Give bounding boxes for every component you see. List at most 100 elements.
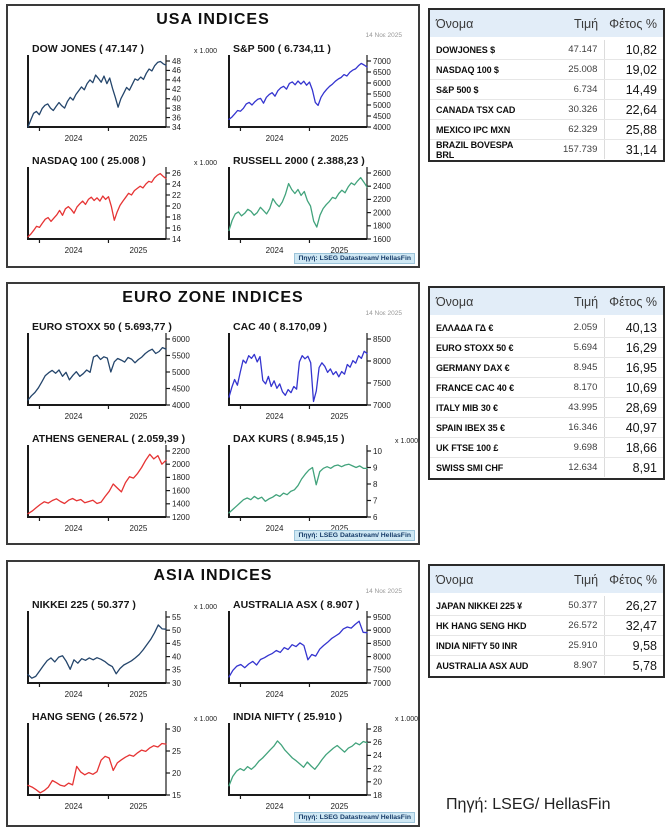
index-ytd-percent: 40,97 bbox=[604, 418, 657, 437]
table-row: NASDAQ 100 $ 25.008 19,02 bbox=[430, 60, 663, 80]
index-value: 26.572 bbox=[568, 620, 598, 631]
source-label: Πηγή: LSEG Datastream/ HellasFin bbox=[294, 812, 415, 823]
y-tick-label: 2400 bbox=[373, 182, 391, 191]
series-line-nasdaq-100 bbox=[27, 172, 167, 238]
index-value: 25.008 bbox=[568, 64, 598, 75]
y-tick-label: 18 bbox=[172, 213, 181, 222]
table-row: MEXICO IPC MXN 62.329 25,88 bbox=[430, 120, 663, 140]
column-header-name: Όνομα bbox=[436, 16, 474, 31]
chart-header: HANG SENG ( 26.572 ) x 1.000 bbox=[20, 710, 217, 723]
y-tick-label: 10 bbox=[373, 447, 382, 456]
axis-scale-label: x 1.000 bbox=[395, 438, 418, 445]
x-tick-label: 2025 bbox=[331, 690, 349, 699]
y-tick-label: 7500 bbox=[373, 379, 391, 388]
y-tick-label: 6500 bbox=[373, 68, 391, 77]
y-tick-label: 9500 bbox=[373, 613, 391, 622]
chart-cac-40: CAC 40 ( 8.170,09 ) 7000 7500 8000 8500 2024 2… bbox=[221, 320, 418, 430]
chart-canvas-athens-general: 1200 1400 1600 1800 2000 2200 2024 2025 bbox=[27, 445, 190, 533]
y-tick-label: 2600 bbox=[373, 169, 391, 178]
index-name: ITALY MIB 30 € bbox=[436, 402, 498, 413]
panel-usa-indices: USA INDICES 14 Νοε 2025 DOW JONES ( 47.1… bbox=[6, 4, 420, 268]
y-tick-label: 1600 bbox=[373, 235, 391, 244]
series-line-australia-asx bbox=[228, 620, 368, 678]
charts-grid: EURO STOXX 50 ( 5.693,77 ) 4000 4500 5000 55… bbox=[20, 320, 418, 542]
table-row: ΕΛΛΑΔΑ ΓΔ € 2.059 40,13 bbox=[430, 318, 663, 338]
index-ytd-percent: 26,27 bbox=[604, 596, 657, 615]
table-asia-indices: Όνομα Τιμή Φέτος % JAPAN NIKKEI 225 ¥ 50.377… bbox=[428, 564, 665, 678]
index-ytd-percent: 25,88 bbox=[604, 120, 657, 139]
panel-title: EURO ZONE INDICES bbox=[122, 289, 304, 306]
index-name: EURO STOXX 50 € bbox=[436, 342, 514, 353]
index-value: 157.739 bbox=[563, 144, 598, 155]
index-value: 6.734 bbox=[573, 84, 598, 95]
x-tick-label: 2025 bbox=[130, 802, 148, 811]
y-tick-label: 7000 bbox=[373, 57, 391, 66]
chart-title: DOW JONES ( 47.147 ) bbox=[32, 43, 145, 55]
index-value: 16.346 bbox=[568, 422, 598, 433]
y-tick-label: 8000 bbox=[373, 357, 391, 366]
y-tick-label: 18 bbox=[373, 791, 382, 800]
table-header-row: Όνομα Τιμή Φέτος % bbox=[430, 10, 663, 37]
y-tick-label: 1800 bbox=[172, 473, 190, 482]
series-line-sp-500 bbox=[228, 62, 368, 120]
page-source-note: Πηγή: LSEG/ HellasFin bbox=[446, 796, 611, 813]
y-tick-label: 8500 bbox=[373, 335, 391, 344]
table-row: ITALY MIB 30 € 43.995 28,69 bbox=[430, 398, 663, 418]
chart-russell-2000: RUSSELL 2000 ( 2.388,23 ) 1600 1800 2000 220… bbox=[221, 154, 418, 264]
chart-nikkei-225: NIKKEI 225 ( 50.377 ) x 1.000 30 35 40 45 50 55… bbox=[20, 598, 217, 708]
series-line-athens-general bbox=[27, 453, 167, 515]
index-value: 62.329 bbox=[568, 124, 598, 135]
index-name: HK HANG SENG HKD bbox=[436, 620, 527, 631]
index-ytd-percent: 32,47 bbox=[604, 616, 657, 635]
chart-title: HANG SENG ( 26.572 ) bbox=[32, 711, 144, 723]
y-tick-label: 55 bbox=[172, 613, 181, 622]
series-line-dow-jones bbox=[27, 60, 167, 128]
y-tick-label: 7000 bbox=[373, 679, 391, 688]
y-tick-label: 46 bbox=[172, 66, 181, 75]
y-tick-label: 7 bbox=[373, 496, 378, 505]
panel-title: USA INDICES bbox=[156, 11, 270, 28]
index-name: JAPAN NIKKEI 225 ¥ bbox=[436, 600, 523, 611]
index-name: GERMANY DAX € bbox=[436, 362, 510, 373]
y-tick-label: 48 bbox=[172, 57, 181, 66]
chart-header: RUSSELL 2000 ( 2.388,23 ) bbox=[221, 154, 418, 167]
y-tick-label: 2200 bbox=[172, 447, 190, 456]
x-tick-label: 2024 bbox=[266, 690, 284, 699]
y-tick-label: 6 bbox=[373, 513, 378, 522]
table-row: AUSTRALIA ASX AUD 8.907 5,78 bbox=[430, 656, 663, 675]
charts-grid: NIKKEI 225 ( 50.377 ) x 1.000 30 35 40 45 50 55… bbox=[20, 598, 418, 820]
y-tick-label: 6000 bbox=[172, 335, 190, 344]
y-tick-label: 28 bbox=[373, 725, 382, 734]
index-ytd-percent: 22,64 bbox=[604, 100, 657, 119]
index-ytd-percent: 16,95 bbox=[604, 358, 657, 377]
source-label: Πηγή: LSEG Datastream/ HellasFin bbox=[294, 253, 415, 264]
panel-title: ASIA INDICES bbox=[153, 567, 273, 584]
y-tick-label: 24 bbox=[373, 751, 382, 760]
chart-header: NIKKEI 225 ( 50.377 ) x 1.000 bbox=[20, 598, 217, 611]
chart-title: CAC 40 ( 8.170,09 ) bbox=[233, 321, 327, 333]
report-date: 14 Νοε 2025 bbox=[365, 588, 402, 595]
index-name: UK FTSE 100 £ bbox=[436, 442, 499, 453]
table-body: JAPAN NIKKEI 225 ¥ 50.377 26,27 HK HANG SEN… bbox=[430, 593, 663, 676]
y-tick-label: 5000 bbox=[172, 368, 190, 377]
index-value: 5.694 bbox=[573, 342, 598, 353]
series-line-cac-40 bbox=[228, 350, 368, 403]
table-usa-indices: Όνομα Τιμή Φέτος % DOWJONES $47.147 10,82 NAS… bbox=[428, 8, 665, 162]
y-tick-label: 8500 bbox=[373, 639, 391, 648]
chart-canvas-nikkei-225: 30 35 40 45 50 55 2024 2025 bbox=[27, 611, 181, 699]
x-tick-label: 2025 bbox=[130, 412, 148, 421]
index-value: 50.377 bbox=[568, 600, 598, 611]
column-header-ytd: Φέτος % bbox=[609, 294, 657, 309]
chart-canvas-euro-stoxx-50: 4000 4500 5000 5500 6000 2024 2025 bbox=[27, 333, 190, 421]
index-value: 8.907 bbox=[573, 660, 598, 671]
y-tick-label: 30 bbox=[172, 725, 181, 734]
y-tick-label: 35 bbox=[172, 666, 181, 675]
chart-header: DOW JONES ( 47.147 ) x 1.000 bbox=[20, 42, 217, 55]
chart-header: NASDAQ 100 ( 25.008 ) x 1.000 bbox=[20, 154, 217, 167]
y-tick-label: 22 bbox=[172, 191, 181, 200]
x-tick-label: 2024 bbox=[266, 134, 284, 143]
table-row: JAPAN NIKKEI 225 ¥ 50.377 26,27 bbox=[430, 596, 663, 616]
chart-header: CAC 40 ( 8.170,09 ) bbox=[221, 320, 418, 333]
axis-scale-label: x 1.000 bbox=[194, 716, 217, 723]
series-line-india-nifty bbox=[228, 740, 368, 787]
